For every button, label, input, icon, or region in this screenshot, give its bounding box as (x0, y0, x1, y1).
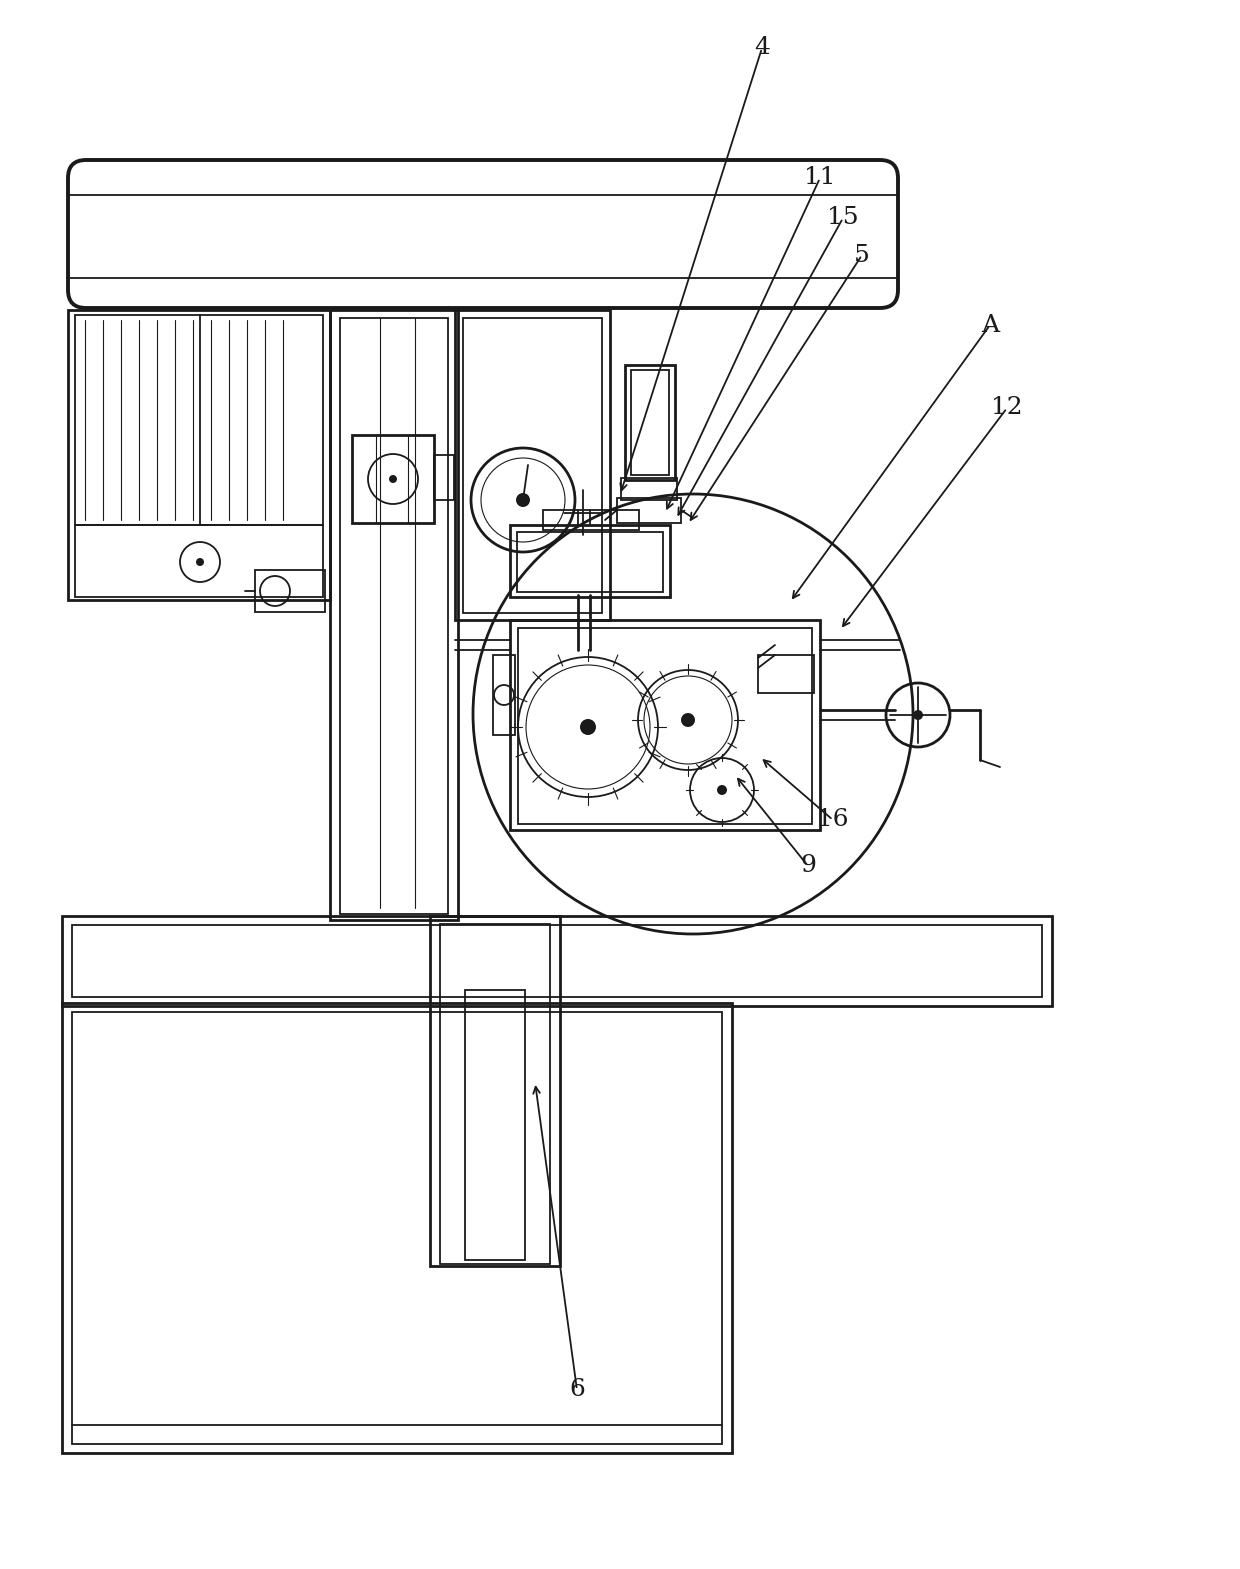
Bar (518, 628, 812, 824)
Text: 11: 11 (805, 166, 836, 190)
Bar (625, 366, 675, 480)
Bar (758, 654, 813, 693)
Bar (621, 479, 677, 501)
Circle shape (516, 493, 529, 507)
Circle shape (196, 559, 205, 566)
Text: 16: 16 (817, 808, 849, 832)
Circle shape (389, 475, 397, 483)
Bar (440, 924, 551, 1265)
Bar (74, 526, 322, 596)
Bar (631, 370, 670, 475)
Bar (434, 455, 454, 501)
Bar (68, 311, 330, 599)
Text: 12: 12 (991, 397, 1023, 419)
Text: A: A (981, 314, 999, 336)
Text: 6: 6 (569, 1379, 585, 1401)
Bar (62, 916, 1052, 1006)
Circle shape (717, 784, 727, 795)
Text: 5: 5 (854, 243, 870, 267)
Text: 15: 15 (827, 207, 859, 229)
Circle shape (913, 711, 923, 720)
Bar (430, 916, 560, 1266)
Bar (255, 570, 325, 612)
Bar (72, 926, 1042, 996)
Bar (494, 654, 515, 734)
Circle shape (681, 712, 694, 726)
Bar (618, 497, 681, 522)
Bar (455, 311, 610, 620)
Bar (62, 1003, 732, 1453)
Bar (510, 526, 670, 596)
Bar (352, 435, 434, 522)
Text: 9: 9 (800, 855, 816, 877)
Bar (463, 319, 601, 613)
Text: 4: 4 (754, 36, 770, 60)
Bar (517, 532, 663, 592)
Bar (510, 620, 820, 830)
Bar (465, 990, 525, 1260)
Bar (330, 311, 458, 919)
Bar (340, 319, 448, 915)
Bar (72, 1012, 722, 1443)
Bar (543, 510, 639, 530)
Circle shape (580, 719, 596, 734)
Bar (74, 315, 322, 526)
